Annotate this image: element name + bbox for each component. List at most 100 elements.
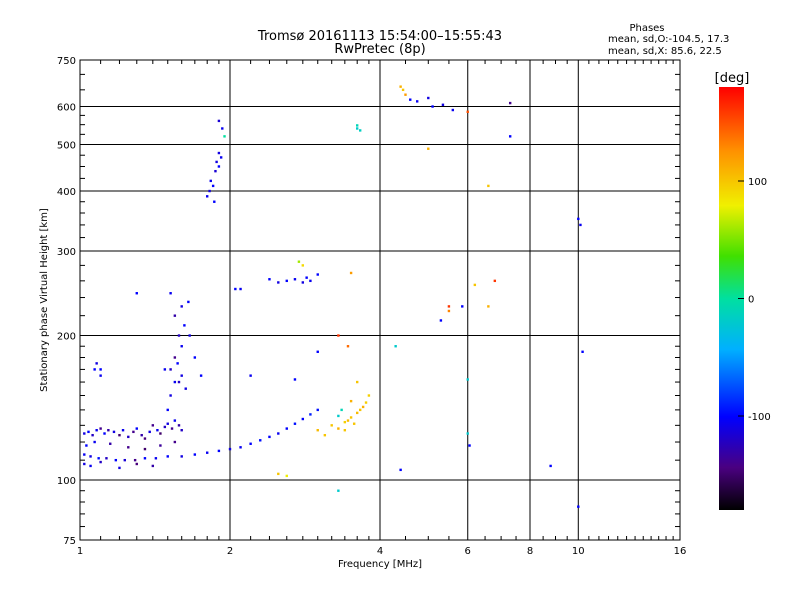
data-point (221, 127, 224, 130)
x-tick-label: 10 (572, 546, 585, 557)
data-point (183, 324, 186, 327)
data-point (99, 427, 102, 430)
data-point (367, 394, 371, 397)
data-point (399, 468, 402, 472)
data-point (301, 264, 305, 267)
data-point (219, 156, 223, 159)
data-point (337, 427, 340, 430)
data-point (217, 165, 221, 168)
x-tick-labels: 1 2 4 6 8 10 16 (77, 546, 687, 557)
data-point (297, 260, 301, 263)
data-point (193, 453, 197, 456)
data-point (404, 93, 407, 96)
data-point (473, 283, 477, 287)
data-point (135, 427, 138, 430)
data-point (143, 457, 147, 460)
data-point (156, 429, 159, 432)
y-tick-label: 600 (57, 103, 76, 114)
data-point (399, 85, 402, 88)
data-point (193, 356, 197, 359)
x-tick-label: 8 (527, 546, 533, 557)
data-point (401, 88, 405, 92)
data-point (343, 429, 347, 432)
data-point (211, 184, 215, 188)
data-point (93, 368, 96, 371)
data-point (127, 435, 130, 439)
data-point (132, 430, 135, 434)
data-point (83, 453, 86, 456)
data-point (166, 455, 169, 458)
data-point (316, 408, 319, 412)
data-point (549, 464, 552, 468)
data-point (441, 103, 445, 106)
data-point (215, 160, 218, 164)
data-point (223, 135, 226, 138)
data-point (466, 432, 469, 435)
data-point (349, 399, 353, 403)
data-point (177, 380, 181, 384)
stats-line-o: mean, sd,O:-104.5, 17.3 (608, 34, 729, 45)
data-point (349, 271, 353, 275)
data-point (89, 464, 92, 468)
data-point (184, 387, 187, 390)
data-point (173, 356, 177, 359)
data-point (361, 405, 365, 409)
data-point (123, 458, 126, 462)
grid-lines (80, 60, 680, 540)
data-point (83, 432, 86, 435)
x-axis-label: Frequency [MHz] (338, 559, 422, 570)
data-point (199, 374, 203, 377)
data-point (177, 424, 181, 427)
x-tick-label: 2 (227, 546, 233, 557)
chart-subtitle: RwPretec (8p) (334, 42, 425, 57)
data-point (316, 273, 319, 276)
data-point (121, 429, 125, 432)
data-point (103, 432, 106, 435)
data-point (166, 422, 169, 425)
data-point (217, 151, 221, 155)
data-point (97, 457, 100, 460)
data-point (83, 462, 86, 466)
data-point (268, 435, 271, 439)
axis-ticks (80, 60, 680, 540)
data-point (85, 444, 88, 447)
data-point (309, 279, 312, 283)
data-point (205, 195, 209, 198)
data-point (217, 119, 221, 123)
y-tick-labels: 75 100 200 300 400 500 600 750 (57, 56, 76, 547)
data-point (151, 424, 155, 427)
data-point (337, 334, 340, 337)
data-point (337, 414, 340, 418)
data-point (487, 184, 490, 188)
data-point (188, 334, 191, 337)
data-point (285, 474, 288, 478)
data-point (140, 433, 143, 437)
data-point (159, 444, 162, 447)
data-point (340, 408, 343, 412)
data-point (346, 419, 350, 422)
data-point (105, 457, 108, 460)
data-point (173, 419, 177, 422)
data-point (349, 416, 353, 419)
data-point (95, 362, 98, 365)
data-point (169, 394, 172, 397)
data-point (293, 378, 297, 381)
data-point (205, 451, 209, 454)
data-point (409, 98, 412, 101)
data-point (415, 100, 419, 103)
data-point (187, 300, 190, 304)
data-point (285, 279, 288, 283)
data-point (394, 345, 397, 348)
data-point (301, 281, 305, 284)
data-point (112, 430, 116, 434)
data-point (173, 440, 177, 444)
data-point (180, 305, 183, 308)
data-point (173, 314, 177, 317)
data-point (169, 368, 172, 371)
data-point (468, 444, 471, 447)
data-point (127, 446, 130, 449)
data-point (89, 455, 92, 458)
data-point (99, 374, 102, 377)
data-point (508, 135, 512, 138)
data-point (577, 217, 580, 221)
